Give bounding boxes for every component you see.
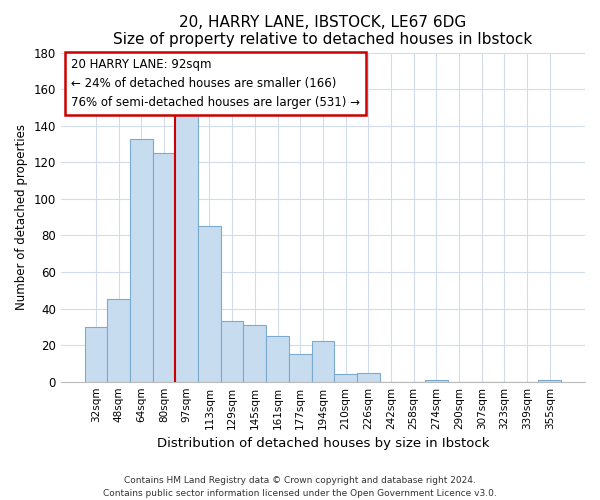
Text: Contains HM Land Registry data © Crown copyright and database right 2024.
Contai: Contains HM Land Registry data © Crown c… (103, 476, 497, 498)
Bar (85, 327, 107, 382)
Bar (152, 153, 175, 382)
Bar (198, 226, 221, 382)
Title: 20, HARRY LANE, IBSTOCK, LE67 6DG
Size of property relative to detached houses i: 20, HARRY LANE, IBSTOCK, LE67 6DG Size o… (113, 15, 533, 48)
Bar (538, 380, 561, 382)
Bar (107, 300, 130, 382)
Bar (334, 374, 357, 382)
Bar (357, 372, 380, 382)
Y-axis label: Number of detached properties: Number of detached properties (15, 124, 28, 310)
Bar (221, 322, 244, 382)
X-axis label: Distribution of detached houses by size in Ibstock: Distribution of detached houses by size … (157, 437, 489, 450)
Bar (289, 354, 311, 382)
Bar (244, 325, 266, 382)
Bar (175, 113, 198, 382)
Bar (130, 138, 152, 382)
Bar (266, 336, 289, 382)
Bar (425, 380, 448, 382)
Bar (311, 342, 334, 382)
Text: 20 HARRY LANE: 92sqm
← 24% of detached houses are smaller (166)
76% of semi-deta: 20 HARRY LANE: 92sqm ← 24% of detached h… (71, 58, 360, 108)
